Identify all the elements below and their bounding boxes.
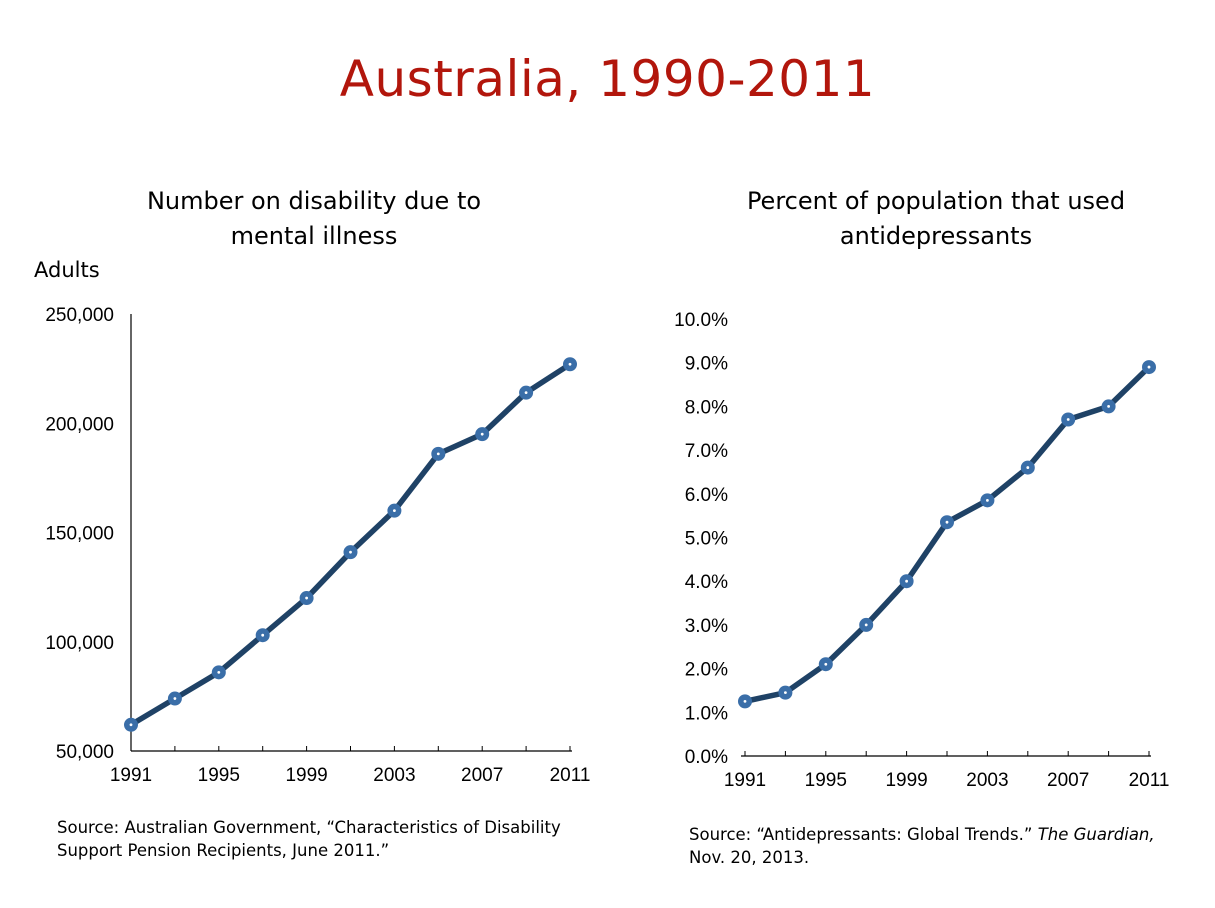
left-source-line1: Source: Australian Government, “Characte…: [57, 818, 561, 837]
right-y-tick-label: 9.0%: [685, 354, 728, 375]
right-source: Source: “Antidepressants: Global Trends.…: [689, 823, 1155, 869]
left-data-point-center: [217, 670, 221, 674]
left-data-point-center: [173, 697, 177, 700]
left-y-tick-label: 250,000: [45, 305, 114, 326]
page-title: Australia, 1990-2011: [339, 50, 876, 108]
left-y-tick-label: 200,000: [45, 414, 114, 435]
left-y-tick-label: 150,000: [45, 524, 114, 545]
right-data-point-center: [1107, 405, 1110, 408]
right-source-line1: Source: “Antidepressants: Global Trends.…: [689, 823, 1155, 846]
right-source-line2: Nov. 20, 2013.: [689, 848, 810, 867]
right-chart-title-line2: antidepressants: [839, 222, 1033, 250]
left-x-tick-label: 1991: [110, 765, 152, 786]
left-series-line: [128, 361, 573, 728]
right-data-point-center: [1066, 418, 1070, 421]
right-y-tick-label: 3.0%: [685, 616, 728, 637]
right-y-tick-label: 1.0%: [685, 703, 728, 724]
left-data-point-center: [129, 723, 133, 727]
left-source-line2: Support Pension Recipients, June 2011.”: [57, 841, 390, 860]
right-y-tick-label: 4.0%: [685, 572, 728, 593]
right-x-tick-label: 2011: [1129, 770, 1170, 791]
left-x-tick-label: 2003: [373, 765, 415, 786]
right-chart-title-line1: Percent of population that used: [746, 187, 1126, 215]
right-data-point-center: [784, 691, 787, 695]
right-data-point-center: [864, 623, 868, 627]
right-data-point-center: [1147, 365, 1151, 369]
right-data-point-center: [905, 579, 908, 583]
left-data-point-center: [436, 452, 440, 456]
right-y-tick-label: 10.0%: [674, 310, 728, 331]
right-y-tick-label: 0.0%: [685, 747, 728, 768]
right-data-point-center: [1026, 466, 1030, 469]
left-x-tick-label: 1999: [285, 765, 327, 786]
right-data-point-center: [824, 662, 828, 666]
right-data-point-center: [945, 520, 949, 524]
right-y-tick-label: 2.0%: [685, 660, 728, 681]
left-y-tick-label: 50,000: [56, 742, 114, 763]
left-x-tick-label: 2011: [550, 765, 591, 786]
left-data-point-center: [261, 633, 265, 637]
right-x-tick-label: 2003: [966, 770, 1008, 791]
right-y-tick-label: 6.0%: [685, 485, 728, 506]
left-data-point-center: [568, 362, 572, 366]
right-chart-title: Percent of population that used antidepr…: [721, 184, 1151, 254]
left-data-point-center: [524, 391, 528, 395]
left-data-point-center: [349, 550, 352, 554]
left-source: Source: Australian Government, “Characte…: [57, 816, 561, 862]
right-y-tick-label: 8.0%: [685, 397, 728, 418]
right-data-point-center: [986, 498, 989, 502]
right-x-tick-label: 1991: [724, 770, 766, 791]
left-x-tick-label: 1995: [198, 765, 240, 786]
right-x-tick-label: 1999: [885, 770, 927, 791]
right-y-tick-label: 7.0%: [685, 441, 728, 462]
right-source-prefix: Source: “Antidepressants: Global Trends.…: [689, 825, 1033, 844]
right-y-tick-label: 5.0%: [685, 529, 728, 550]
left-chart-title: Number on disability due to mental illne…: [99, 184, 529, 254]
left-data-point-center: [393, 509, 396, 513]
right-source-publication: The Guardian,: [1037, 825, 1155, 844]
right-data-point-center: [743, 699, 747, 703]
left-data-point-center: [480, 432, 484, 436]
right-series-line: [742, 364, 1152, 705]
left-y-tick-label: 100,000: [45, 633, 114, 654]
right-x-tick-label: 1995: [805, 770, 847, 791]
left-y-axis-unit: Adults: [34, 258, 100, 282]
left-chart-title-line1: Number on disability due to: [146, 187, 482, 215]
right-x-tick-label: 2007: [1047, 770, 1089, 791]
left-x-tick-label: 2007: [461, 765, 503, 786]
left-chart-title-line2: mental illness: [230, 222, 398, 250]
left-data-point-center: [305, 596, 308, 600]
